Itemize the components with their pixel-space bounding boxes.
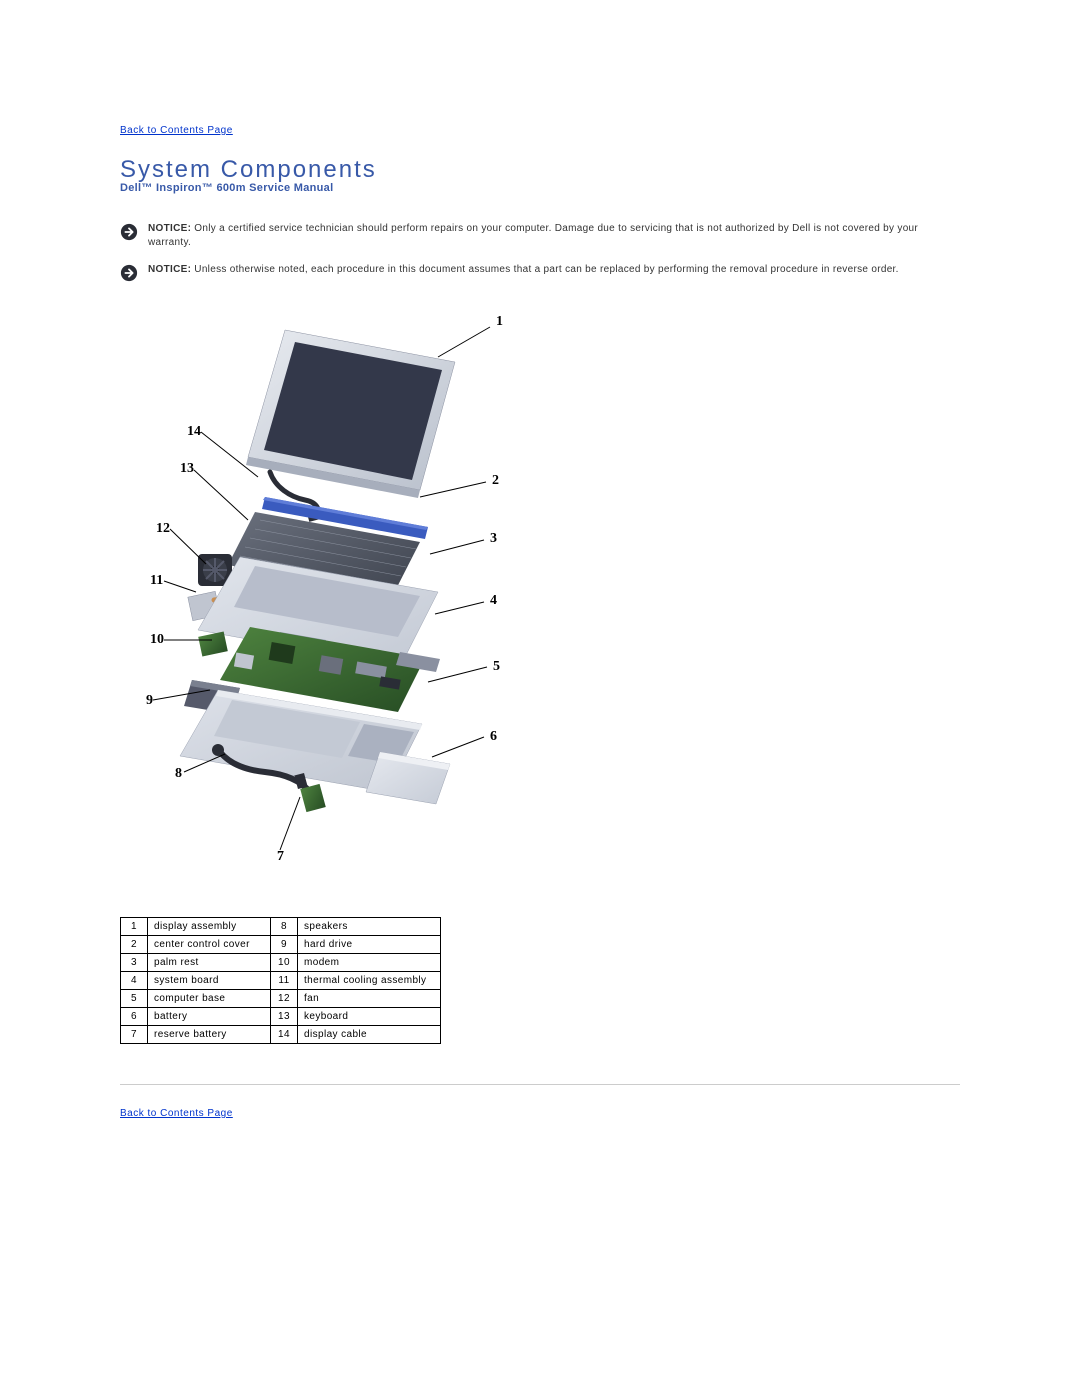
table-row: 5computer base12fan (121, 990, 441, 1008)
component-label: thermal cooling assembly (298, 972, 441, 990)
component-number: 8 (271, 918, 298, 936)
callout-number: 1 (496, 314, 503, 329)
callout-number: 11 (150, 573, 163, 588)
component-label: hard drive (298, 936, 441, 954)
callout-number: 2 (492, 473, 499, 488)
component-label: display cable (298, 1026, 441, 1044)
callout-number: 13 (180, 461, 194, 476)
component-label: computer base (148, 990, 271, 1008)
component-number: 13 (271, 1008, 298, 1026)
component-label: fan (298, 990, 441, 1008)
callout-number: 9 (146, 693, 153, 708)
table-row: 4system board11thermal cooling assembly (121, 972, 441, 990)
component-label: speakers (298, 918, 441, 936)
component-number: 1 (121, 918, 148, 936)
callout-number: 14 (187, 424, 201, 439)
callout-line (432, 737, 484, 757)
component-label: palm rest (148, 954, 271, 972)
component-number: 7 (121, 1026, 148, 1044)
notice-body: Unless otherwise noted, each procedure i… (191, 264, 899, 275)
part-display-assembly (246, 330, 455, 498)
callout-number: 8 (175, 766, 182, 781)
component-number: 6 (121, 1008, 148, 1026)
callout-line (170, 529, 206, 564)
component-label: keyboard (298, 1008, 441, 1026)
component-number: 12 (271, 990, 298, 1008)
component-label: battery (148, 1008, 271, 1026)
component-number: 2 (121, 936, 148, 954)
notice-1: NOTICE: Only a certified service technic… (120, 222, 960, 249)
notice-text: NOTICE: Unless otherwise noted, each pro… (148, 263, 899, 277)
component-number: 3 (121, 954, 148, 972)
part-modem (198, 632, 228, 657)
table-row: 1display assembly8speakers (121, 918, 441, 936)
notice-text: NOTICE: Only a certified service technic… (148, 222, 960, 249)
table-row: 2center control cover9hard drive (121, 936, 441, 954)
notice-icon (120, 264, 138, 282)
notice-label: NOTICE: (148, 264, 191, 275)
notice-label: NOTICE: (148, 223, 191, 234)
component-label: display assembly (148, 918, 271, 936)
component-number: 10 (271, 954, 298, 972)
page-content: Back to Contents Page System Components … (0, 0, 1080, 1181)
callout-line (430, 540, 484, 554)
callout-line (280, 797, 300, 850)
component-label: system board (148, 972, 271, 990)
back-to-contents-link-bottom[interactable]: Back to Contents Page (120, 1108, 233, 1119)
back-to-contents-link-top[interactable]: Back to Contents Page (120, 125, 233, 136)
separator (120, 1084, 960, 1085)
component-label: center control cover (148, 936, 271, 954)
component-number: 11 (271, 972, 298, 990)
callout-number: 7 (277, 849, 284, 864)
component-number: 5 (121, 990, 148, 1008)
callout-number: 10 (150, 632, 164, 647)
callout-number: 5 (493, 659, 500, 674)
callout-line (428, 667, 487, 682)
callout-line (420, 482, 486, 497)
notice-2: NOTICE: Unless otherwise noted, each pro… (120, 263, 960, 282)
components-table: 1display assembly8speakers2center contro… (120, 917, 441, 1044)
callout-line (164, 581, 196, 592)
callout-line (438, 327, 490, 357)
table-row: 6battery13keyboard (121, 1008, 441, 1026)
callout-number: 3 (490, 531, 497, 546)
component-number: 14 (271, 1026, 298, 1044)
callout-line (435, 602, 484, 614)
part-battery (366, 752, 450, 804)
callout-number: 4 (490, 593, 497, 608)
page-subtitle: Dell™ Inspiron™ 600m Service Manual (120, 182, 960, 194)
component-label: modem (298, 954, 441, 972)
notice-body: Only a certified service technician shou… (148, 223, 918, 248)
callout-number: 12 (156, 521, 170, 536)
callout-line (194, 470, 248, 520)
component-number: 4 (121, 972, 148, 990)
component-number: 9 (271, 936, 298, 954)
component-label: reserve battery (148, 1026, 271, 1044)
exploded-diagram: 1234567891011121314 (120, 302, 960, 877)
page-title: System Components (120, 156, 960, 184)
table-row: 3palm rest10modem (121, 954, 441, 972)
callout-number: 6 (490, 729, 497, 744)
table-row: 7reserve battery14display cable (121, 1026, 441, 1044)
notice-icon (120, 223, 138, 241)
